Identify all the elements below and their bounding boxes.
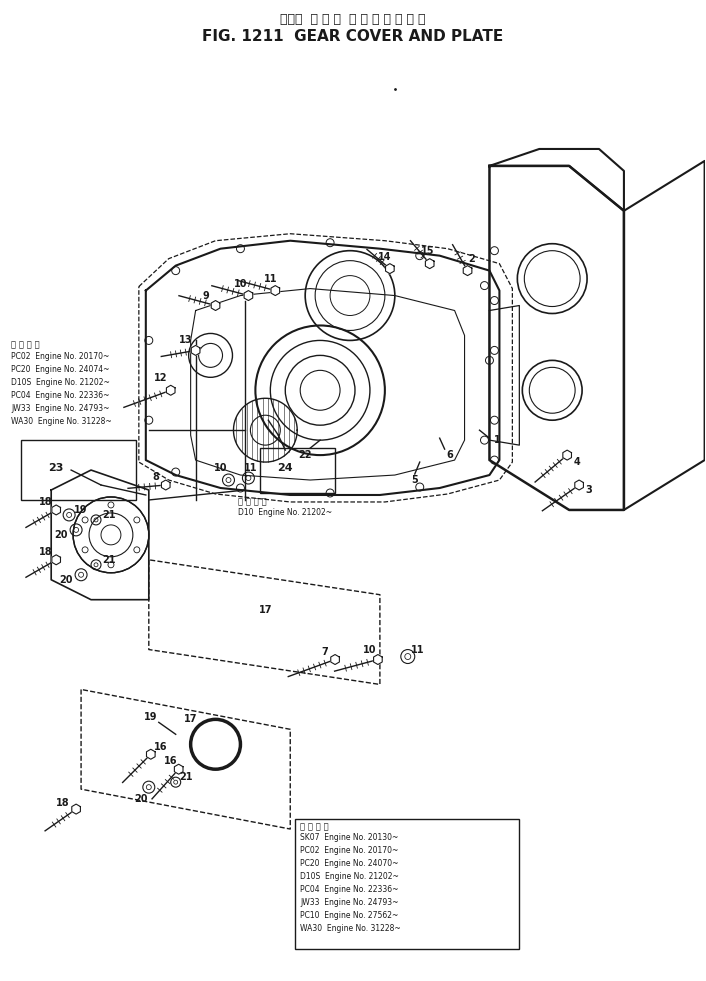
Polygon shape [191, 345, 200, 355]
Text: 19: 19 [74, 505, 88, 515]
Polygon shape [52, 505, 61, 515]
Text: 14: 14 [378, 252, 392, 262]
Text: 17: 17 [258, 604, 272, 615]
Polygon shape [72, 804, 80, 814]
Circle shape [73, 497, 149, 573]
Text: 15: 15 [421, 245, 434, 256]
Text: 10: 10 [214, 463, 227, 473]
Polygon shape [167, 386, 175, 395]
Text: 17: 17 [184, 714, 198, 724]
Text: 20: 20 [59, 575, 73, 585]
Polygon shape [575, 480, 583, 490]
Bar [295, 819, 520, 949]
Text: SK07  Engine No. 20130~: SK07 Engine No. 20130~ [300, 833, 399, 842]
Text: 11: 11 [411, 645, 424, 654]
Text: WA30  Engine No. 31228~: WA30 Engine No. 31228~ [300, 924, 401, 933]
Text: 2: 2 [468, 254, 475, 264]
Text: 23: 23 [49, 463, 64, 473]
Text: JW33  Engine No. 24793~: JW33 Engine No. 24793~ [300, 898, 399, 906]
Polygon shape [271, 285, 280, 295]
Text: D10S  Engine No. 21202~: D10S Engine No. 21202~ [11, 379, 110, 387]
Text: 9: 9 [202, 290, 209, 300]
Text: 8: 8 [152, 472, 160, 482]
Text: 21: 21 [102, 510, 116, 520]
Text: 19: 19 [144, 712, 157, 722]
Polygon shape [211, 300, 220, 311]
Polygon shape [563, 450, 571, 460]
Text: 適 用 号 番: 適 用 号 番 [239, 497, 267, 506]
Text: 適 用 号 番: 適 用 号 番 [300, 822, 329, 831]
Text: D10S  Engine No. 21202~: D10S Engine No. 21202~ [300, 872, 399, 881]
Text: 16: 16 [154, 743, 167, 752]
Polygon shape [146, 749, 155, 759]
Text: PC04  Engine No. 22336~: PC04 Engine No. 22336~ [300, 885, 399, 894]
Polygon shape [426, 259, 434, 269]
Polygon shape [330, 654, 340, 664]
Text: FIG. 1211  GEAR COVER AND PLATE: FIG. 1211 GEAR COVER AND PLATE [203, 28, 503, 44]
Text: 24: 24 [277, 463, 293, 473]
Text: PC04  Engine No. 22336~: PC04 Engine No. 22336~ [11, 391, 110, 400]
Text: 22: 22 [299, 450, 312, 460]
Bar [21, 440, 136, 500]
Text: 21: 21 [102, 555, 116, 565]
Text: PC20  Engine No. 24074~: PC20 Engine No. 24074~ [11, 365, 110, 375]
Polygon shape [162, 480, 170, 490]
Text: 10: 10 [363, 645, 377, 654]
Polygon shape [244, 290, 253, 300]
Text: 18: 18 [56, 799, 70, 808]
Text: 5: 5 [412, 475, 418, 485]
Text: 21: 21 [179, 772, 193, 782]
Text: 10: 10 [234, 279, 247, 288]
Text: 20: 20 [54, 530, 68, 540]
Text: 13: 13 [179, 336, 193, 345]
Text: 4: 4 [574, 457, 580, 467]
Polygon shape [385, 264, 394, 274]
Text: 11: 11 [263, 274, 277, 284]
Polygon shape [463, 266, 472, 276]
Text: JW33  Engine No. 24793~: JW33 Engine No. 24793~ [11, 404, 110, 413]
Text: 12: 12 [154, 374, 167, 384]
Text: 3: 3 [586, 485, 592, 495]
Text: 20: 20 [134, 795, 148, 804]
Polygon shape [373, 654, 382, 664]
Text: 18: 18 [40, 546, 53, 557]
Polygon shape [174, 764, 183, 774]
Text: 適 用 号 番: 適 用 号 番 [11, 340, 40, 349]
Text: WA30  Engine No. 31228~: WA30 Engine No. 31228~ [11, 417, 112, 426]
Text: PC02  Engine No. 20170~: PC02 Engine No. 20170~ [300, 846, 399, 855]
Text: 16: 16 [164, 756, 177, 766]
Polygon shape [52, 555, 61, 565]
Text: 6: 6 [446, 450, 453, 460]
Text: ギヤー  カ バ ー  お よ び プ レ ー ト: ギヤー カ バ ー お よ び プ レ ー ト [280, 13, 426, 26]
Text: PC02  Engine No. 20170~: PC02 Engine No. 20170~ [11, 352, 109, 361]
Text: PC10  Engine No. 27562~: PC10 Engine No. 27562~ [300, 910, 399, 920]
Text: 11: 11 [244, 463, 257, 473]
Text: 7: 7 [322, 646, 328, 656]
Text: D10  Engine No. 21202~: D10 Engine No. 21202~ [239, 508, 333, 517]
Text: 18: 18 [40, 497, 53, 507]
Text: PC20  Engine No. 24070~: PC20 Engine No. 24070~ [300, 859, 399, 868]
Bar [261, 448, 335, 493]
Text: 1: 1 [494, 436, 501, 445]
